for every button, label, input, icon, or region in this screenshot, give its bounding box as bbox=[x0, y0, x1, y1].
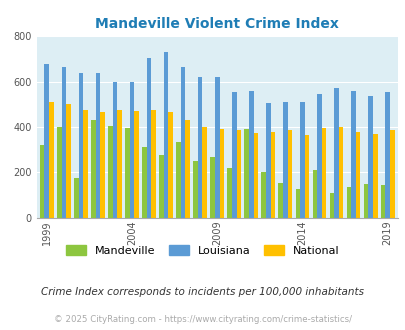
Bar bbox=[62, 67, 66, 218]
Bar bbox=[40, 145, 45, 218]
Bar bbox=[253, 133, 258, 218]
Bar bbox=[350, 91, 355, 218]
Bar bbox=[176, 142, 180, 218]
Bar bbox=[210, 156, 214, 218]
Bar bbox=[125, 128, 129, 218]
Bar bbox=[329, 193, 333, 218]
Bar bbox=[83, 110, 87, 218]
Bar bbox=[299, 102, 304, 218]
Bar bbox=[231, 92, 236, 218]
Bar bbox=[100, 112, 104, 218]
Bar bbox=[146, 58, 151, 218]
Text: Crime Index corresponds to incidents per 100,000 inhabitants: Crime Index corresponds to incidents per… bbox=[41, 287, 364, 297]
Bar bbox=[355, 132, 360, 218]
Bar bbox=[278, 182, 282, 218]
Bar bbox=[49, 102, 53, 218]
Bar bbox=[338, 127, 343, 218]
Bar bbox=[316, 94, 321, 218]
Bar bbox=[129, 82, 134, 218]
Bar bbox=[45, 63, 49, 218]
Bar bbox=[202, 127, 207, 218]
Bar bbox=[117, 110, 121, 218]
Bar bbox=[380, 185, 384, 218]
Bar bbox=[185, 120, 190, 218]
Bar bbox=[142, 148, 146, 218]
Bar bbox=[384, 92, 389, 218]
Bar bbox=[367, 96, 372, 218]
Bar bbox=[287, 130, 292, 218]
Bar bbox=[57, 127, 62, 218]
Bar bbox=[265, 103, 270, 218]
Title: Mandeville Violent Crime Index: Mandeville Violent Crime Index bbox=[95, 17, 338, 31]
Bar bbox=[112, 82, 117, 218]
Bar bbox=[295, 189, 299, 218]
Text: © 2025 CityRating.com - https://www.cityrating.com/crime-statistics/: © 2025 CityRating.com - https://www.city… bbox=[54, 315, 351, 324]
Bar bbox=[95, 73, 100, 218]
Bar bbox=[346, 187, 350, 218]
Bar bbox=[74, 178, 78, 218]
Bar bbox=[248, 91, 253, 218]
Bar bbox=[236, 130, 241, 218]
Bar bbox=[134, 111, 139, 218]
Bar bbox=[372, 134, 377, 218]
Bar bbox=[163, 52, 168, 218]
Bar bbox=[227, 168, 231, 218]
Bar bbox=[219, 129, 224, 218]
Bar bbox=[78, 73, 83, 218]
Bar bbox=[389, 130, 394, 218]
Bar bbox=[244, 129, 248, 218]
Bar bbox=[261, 172, 265, 218]
Bar bbox=[282, 102, 287, 218]
Bar bbox=[66, 104, 70, 218]
Bar bbox=[312, 170, 316, 218]
Bar bbox=[333, 88, 338, 218]
Legend: Mandeville, Louisiana, National: Mandeville, Louisiana, National bbox=[62, 241, 343, 260]
Bar bbox=[363, 184, 367, 218]
Bar bbox=[321, 128, 326, 218]
Bar bbox=[193, 161, 197, 218]
Bar bbox=[91, 120, 95, 218]
Bar bbox=[108, 126, 112, 218]
Bar bbox=[197, 77, 202, 218]
Bar bbox=[270, 132, 275, 218]
Bar bbox=[180, 67, 185, 218]
Bar bbox=[168, 112, 173, 218]
Bar bbox=[214, 77, 219, 218]
Bar bbox=[159, 155, 163, 218]
Bar bbox=[304, 135, 309, 218]
Bar bbox=[151, 110, 156, 218]
